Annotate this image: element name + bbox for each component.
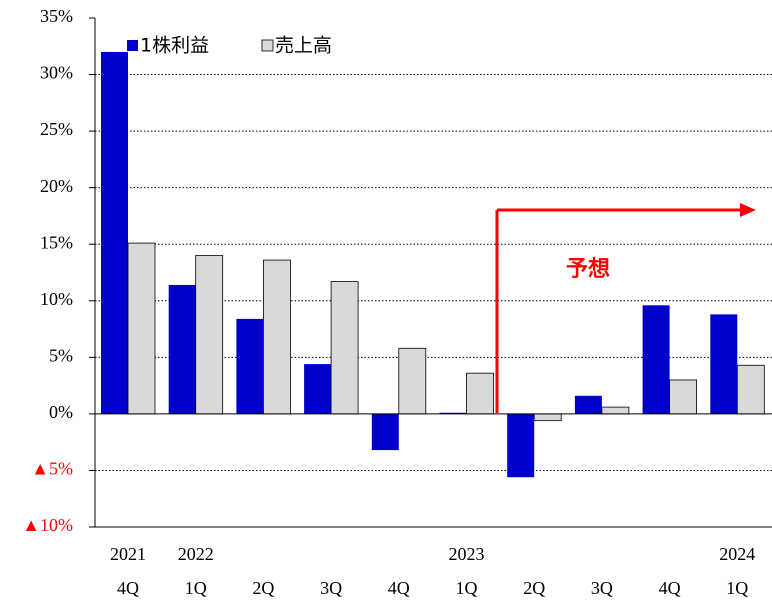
bar <box>168 284 196 414</box>
x-tick-label: 3Q <box>320 578 342 598</box>
bar <box>101 51 128 414</box>
x-tick-label: 1Q <box>726 578 748 598</box>
x-tick-label: 4Q <box>659 578 681 598</box>
bar <box>466 372 494 415</box>
forecast-arrowhead <box>740 203 756 217</box>
bar <box>710 314 738 414</box>
bar <box>371 413 399 451</box>
bar <box>601 406 630 415</box>
y-tick-label: 0% <box>49 402 73 422</box>
y-tick-label: 10% <box>40 289 73 309</box>
bar <box>533 413 562 422</box>
legend-swatch <box>261 39 274 52</box>
bar <box>195 255 224 415</box>
legend-swatch <box>127 40 138 51</box>
x-tick-label: 1Q <box>456 578 478 598</box>
bar <box>669 379 697 415</box>
x-tick-label: 1Q <box>185 578 207 598</box>
bar <box>398 347 427 415</box>
x-tick-label: 2Q <box>252 578 274 598</box>
bar <box>736 364 765 415</box>
y-tick-label: 15% <box>40 232 73 252</box>
y-tick-label: 35% <box>40 6 73 26</box>
bar <box>330 281 359 415</box>
y-tick-label: ▲10% <box>22 515 73 535</box>
bar <box>262 259 291 415</box>
bar <box>574 395 602 414</box>
x-tick-year: 2022 <box>178 544 214 564</box>
y-tick-label: ▲5% <box>31 459 73 479</box>
y-tick-label: 25% <box>40 119 73 139</box>
bar <box>642 305 670 414</box>
bar <box>507 413 535 478</box>
x-tick-label: 4Q <box>117 578 139 598</box>
bar <box>304 364 332 414</box>
y-tick-label: 20% <box>40 176 73 196</box>
bar <box>236 318 264 414</box>
bar <box>127 242 156 415</box>
x-tick-year: 2023 <box>449 544 485 564</box>
y-tick-label: 30% <box>40 63 73 83</box>
x-tick-label: 4Q <box>388 578 410 598</box>
x-tick-label: 2Q <box>523 578 545 598</box>
annotation: 予想 <box>566 257 610 282</box>
x-tick-label: 3Q <box>591 578 613 598</box>
x-tick-year: 2024 <box>719 544 755 564</box>
legend-label: 1株利益 <box>140 35 209 57</box>
bar <box>439 412 467 414</box>
y-tick-label: 5% <box>49 345 73 365</box>
x-tick-year: 2021 <box>110 544 146 564</box>
legend-label: 売上高 <box>275 35 332 57</box>
